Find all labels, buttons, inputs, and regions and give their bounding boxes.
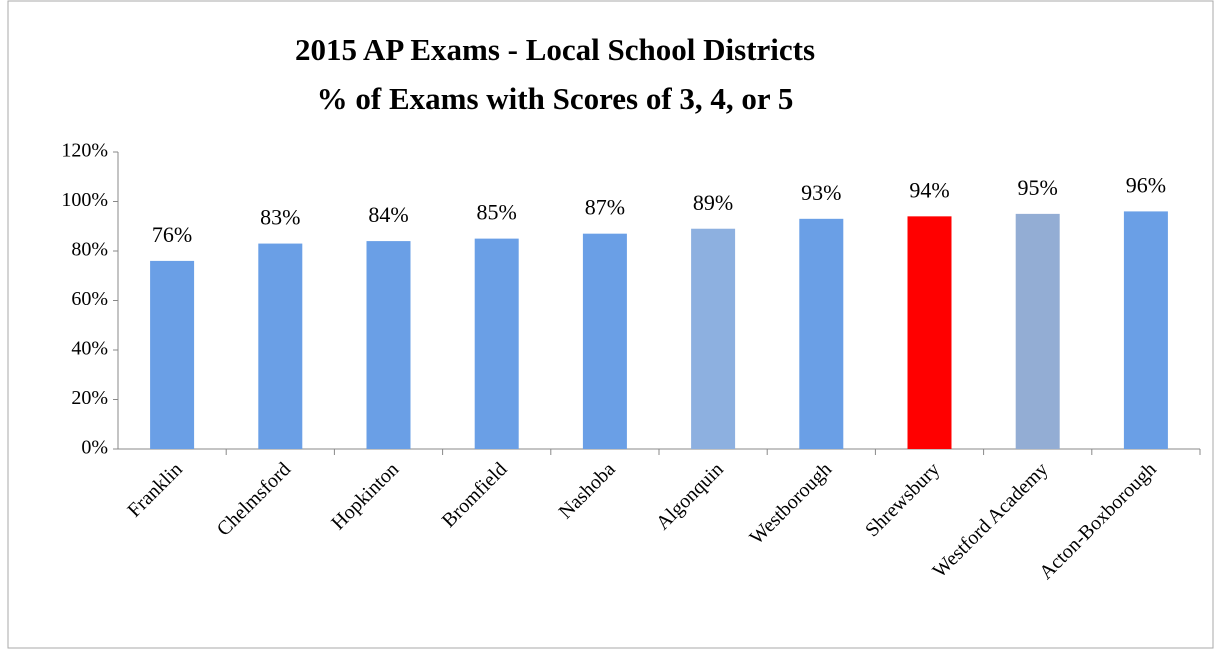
bar	[366, 241, 411, 449]
bar	[1123, 211, 1168, 449]
value-label: 83%	[260, 205, 300, 230]
bar	[907, 216, 952, 449]
chart-title: 2015 AP Exams - Local School Districts	[295, 32, 815, 67]
bar	[691, 228, 736, 449]
y-tick-label: 20%	[71, 387, 108, 409]
value-label: 93%	[801, 180, 841, 205]
y-tick-label: 40%	[71, 338, 108, 360]
value-label: 94%	[909, 177, 949, 202]
value-label: 76%	[152, 222, 192, 247]
value-label: 95%	[1018, 175, 1058, 200]
y-tick-label: 80%	[71, 239, 108, 261]
y-tick-label: 100%	[61, 189, 108, 211]
bar	[150, 260, 195, 449]
bar	[474, 238, 519, 449]
y-tick-label: 120%	[61, 140, 108, 162]
y-tick-label: 0%	[81, 437, 108, 459]
y-tick-label: 60%	[71, 288, 108, 310]
bar	[1015, 213, 1060, 449]
chart-subtitle: % of Exams with Scores of 3, 4, or 5	[317, 81, 794, 116]
bar	[582, 233, 627, 449]
bar	[799, 218, 844, 449]
value-label: 84%	[368, 202, 408, 227]
value-label: 87%	[585, 195, 625, 220]
bar	[258, 243, 303, 449]
value-label: 85%	[477, 200, 517, 225]
value-label: 96%	[1126, 172, 1166, 197]
value-label: 89%	[693, 190, 733, 215]
